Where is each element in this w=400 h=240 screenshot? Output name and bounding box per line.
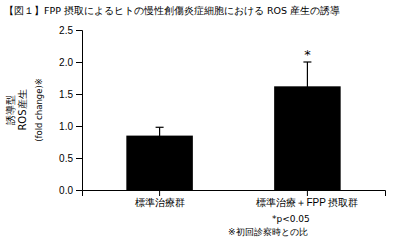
y-tick: 0.5 [59, 153, 82, 164]
y-tick-label: 1.0 [59, 121, 73, 132]
y-tick: 0.0 [59, 185, 82, 196]
y-tick-label: 0.5 [59, 153, 73, 164]
y-tick-mark [76, 30, 82, 31]
error-bar-stem [159, 127, 160, 144]
y-tick-mark [76, 158, 82, 159]
x-axis: 標準治療群 標準治療＋FPP 摂取群 [83, 190, 386, 208]
y-tick: 1.5 [59, 89, 82, 100]
y-tick-label: 0.0 [59, 185, 73, 196]
chart: 【図１】FPP 摂取によるヒトの慢性創傷炎症細胞における ROS 産生の誘導 0.… [0, 0, 400, 240]
footnote: *p<0.05 [272, 214, 310, 224]
footnote: ※初回診察時との比 [228, 227, 308, 237]
x-tick: 標準治療群 [135, 190, 185, 208]
y-tick-label: 2.0 [59, 57, 73, 68]
error-bar-stem [307, 62, 308, 111]
x-tick-mark [307, 190, 308, 196]
annotation: * [304, 47, 311, 62]
x-tick-mark [159, 190, 160, 196]
y-tick-mark [76, 62, 82, 63]
y-tick-mark [76, 126, 82, 127]
x-tick-label: 標準治療＋FPP 摂取群 [256, 197, 358, 208]
error-bar [303, 62, 311, 111]
y-tick-label: 1.5 [59, 89, 73, 100]
marks [126, 62, 340, 190]
y-tick: 2.5 [59, 25, 82, 36]
error-bar-cap [156, 143, 164, 144]
error-bar-cap [303, 110, 311, 111]
error-bar-cap [156, 127, 164, 128]
y-axis-line [76, 31, 83, 191]
y-axis-title: 誘導型ROS産生 [5, 89, 28, 130]
x-tick-label: 標準治療群 [135, 197, 185, 208]
y-tick-mark [76, 94, 82, 95]
y-tick: 1.0 [59, 121, 82, 132]
y-tick-mark [76, 190, 82, 191]
y-tick: 2.0 [59, 57, 82, 68]
error-bar [156, 127, 164, 144]
x-axis-line [83, 191, 386, 197]
plot: 0.0 0.5 1.0 1.5 2.0 2.5 標準治療群 標準治療＋FPP 摂取群 * [59, 25, 385, 208]
x-tick: 標準治療＋FPP 摂取群 [256, 190, 358, 208]
y-tick-label: 2.5 [59, 25, 73, 36]
bar [126, 136, 193, 190]
y-axis-subtitle: (fold change)※ [34, 78, 44, 142]
y-axis: 0.0 0.5 1.0 1.5 2.0 2.5 [59, 25, 82, 196]
title: 【図１】FPP 摂取によるヒトの慢性創傷炎症細胞における ROS 産生の誘導 [4, 5, 340, 16]
